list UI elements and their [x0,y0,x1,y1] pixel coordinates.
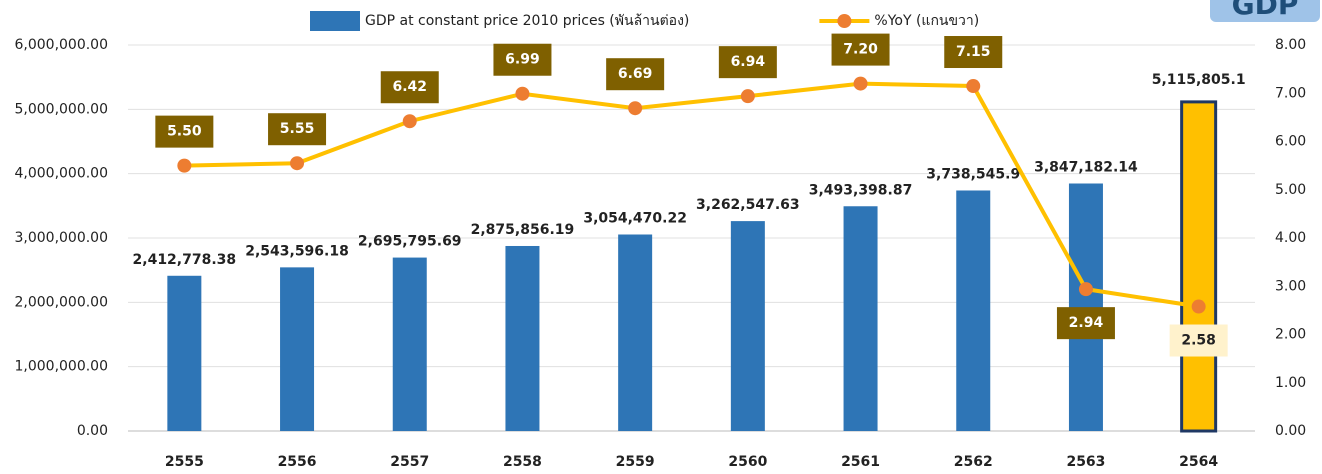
y2-tick-label: 1.00 [1275,375,1306,391]
line-value-label: 2.94 [1069,315,1104,331]
x-tick-label: 2558 [503,454,542,470]
line-marker [515,86,530,101]
y-tick-label: 1,000,000.00 [14,359,108,375]
bar [956,190,991,431]
x-tick-label: 2556 [278,454,317,470]
y-tick-label: 3,000,000.00 [14,230,108,246]
value-label-box [380,71,439,104]
bar [392,257,427,431]
line-value-label: 7.20 [843,42,878,58]
y2-tick-label: 5.00 [1275,182,1306,198]
x-tick-label: 2561 [841,454,880,470]
value-label-box [606,58,665,91]
bar [730,221,765,431]
line-value-label: 5.50 [167,124,202,140]
bar [618,234,653,431]
line-marker [1078,282,1093,297]
line-value-label: 6.94 [731,54,766,70]
value-label-box [493,43,552,76]
y-tick-label: 6,000,000.00 [14,37,108,53]
y2-tick-label: 0.00 [1275,423,1306,439]
y2-tick-label: 8.00 [1275,37,1306,53]
bar-value-label: 3,262,547.63 [696,197,800,213]
line-marker [402,114,417,129]
line-value-label: 6.42 [392,79,427,95]
y2-tick-label: 6.00 [1275,134,1306,150]
y2-tick-label: 4.00 [1275,230,1306,246]
x-tick-label: 2559 [616,454,655,470]
x-tick-label: 2555 [165,454,204,470]
value-label-box [944,36,1003,69]
bar [280,267,315,431]
bar-value-label: 2,875,856.19 [471,222,575,238]
x-tick-label: 2563 [1066,454,1105,470]
y2-tick-label: 2.00 [1275,327,1306,343]
value-label-box [718,46,777,79]
logo-box [1210,0,1320,22]
bar [505,245,540,431]
legend-swatch [310,11,360,31]
y-tick-label: 4,000,000.00 [14,166,108,182]
bar-value-label: 3,738,545.9 [926,166,1020,182]
legend-label: %YoY (แกนขวา) [874,13,979,29]
bar-value-label: 2,695,795.69 [358,234,462,250]
line-marker [853,76,868,91]
y-tick-label: 0.00 [77,423,108,439]
bar-value-label: 3,054,470.22 [583,210,687,226]
line-marker [966,79,981,94]
value-label-box [1169,324,1228,357]
value-label-box [1056,307,1115,340]
bar [167,275,202,431]
value-label-box [831,33,890,66]
y-tick-label: 2,000,000.00 [14,294,108,310]
x-tick-label: 2562 [954,454,993,470]
legend-marker [837,14,852,28]
bar-value-label: 3,847,182.14 [1034,159,1138,175]
line-marker [1191,299,1206,314]
bar-value-label: 3,493,398.87 [809,182,913,198]
line-value-label: 5.55 [280,121,315,137]
logo: GDP [1232,0,1299,21]
bar-value-label: 2,543,596.18 [245,243,349,259]
line-marker [177,158,192,173]
legend-label: GDP at constant price 2010 prices (พันล้… [365,13,689,29]
bar-value-label: 2,412,778.38 [133,252,237,268]
line-value-label: 6.69 [618,66,653,82]
y-tick-label: 5,000,000.00 [14,101,108,117]
line-value-label: 7.15 [956,44,991,60]
value-label-box [155,115,214,148]
line-value-label: 2.58 [1181,333,1216,349]
x-tick-label: 2560 [728,454,767,470]
bar [843,206,878,431]
line [184,81,1199,309]
bar-value-label: 5,115,805.1 [1152,72,1246,88]
x-tick-label: 2564 [1179,454,1218,470]
line-marker [628,101,643,116]
x-tick-label: 2557 [390,454,429,470]
bar [1180,100,1218,433]
line-value-label: 6.99 [505,52,540,68]
line-marker [290,156,305,171]
y2-tick-label: 3.00 [1275,278,1306,294]
y2-tick-label: 7.00 [1275,85,1306,101]
line-marker [740,89,755,104]
value-label-box [268,113,327,146]
